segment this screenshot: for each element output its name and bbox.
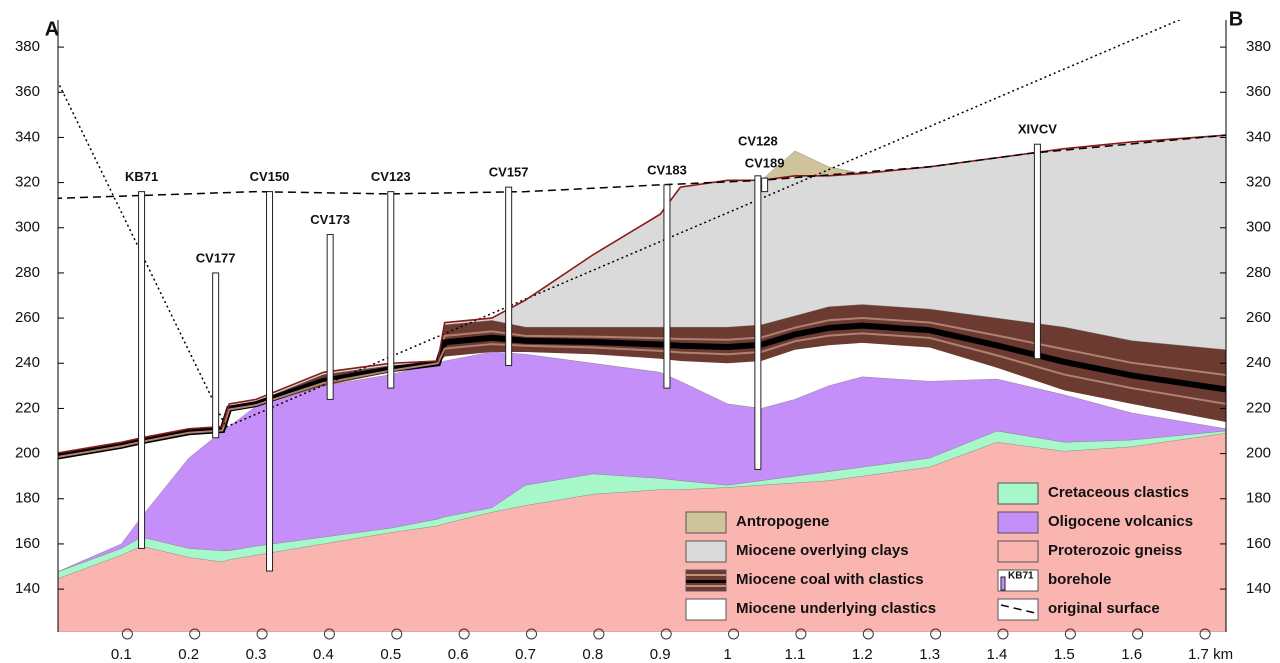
borehole-label: KB71 (125, 169, 158, 184)
legend-borehole (1001, 577, 1005, 590)
legend-label: Miocene underlying clastics (736, 600, 936, 617)
legend-swatch-band (686, 585, 726, 587)
x-tick-label: 1.6 (1121, 646, 1142, 663)
x-tick-label: 1.2 (852, 646, 873, 663)
y-tick-label: 300 (1246, 219, 1271, 236)
x-tick-label: 0.8 (582, 646, 603, 663)
chart: A B 140 140 160 160 180 180 200 200 220 220 240 240… (0, 0, 1280, 663)
legend-label: Proterozoic gneiss (1048, 542, 1182, 559)
borehole (267, 192, 273, 571)
legend-label: Miocene overlying clays (736, 542, 909, 559)
legend-swatch (998, 483, 1038, 504)
borehole-label: CV177 (196, 250, 236, 265)
legend-borehole-name: KB71 (1008, 571, 1034, 582)
y-tick-label: 280 (15, 264, 40, 281)
section-end: B (1229, 8, 1243, 30)
y-tick-label: 220 (15, 399, 40, 416)
y-tick-label: 160 (1246, 535, 1271, 552)
x-tick-label: 0.4 (313, 646, 334, 663)
y-tick-label: 360 (1246, 83, 1271, 100)
legend-swatch-band (686, 580, 726, 583)
x-tick-label: 0.7 (515, 646, 536, 663)
y-tick-label: 260 (1246, 309, 1271, 326)
x-tick-label: 1.4 (987, 646, 1008, 663)
x-tick-label: 1.5 (1054, 646, 1075, 663)
section-start: A (45, 18, 59, 40)
y-tick-label: 320 (1246, 174, 1271, 191)
legend-label: borehole (1048, 571, 1111, 588)
legend-label: Cretaceous clastics (1048, 484, 1189, 501)
section-line (18, 0, 226, 427)
borehole-label: CV157 (489, 165, 529, 180)
y-tick-label: 220 (1246, 399, 1271, 416)
y-tick-label: 380 (15, 38, 40, 55)
x-tick-label: 1.3 (919, 646, 940, 663)
borehole-label: CV150 (250, 169, 290, 184)
y-tick-label: 360 (15, 83, 40, 100)
y-tick-label: 140 (15, 580, 40, 597)
borehole-label: CV128 (738, 133, 778, 148)
borehole (762, 178, 768, 192)
x-tick-label: 1.7 km (1188, 646, 1233, 663)
borehole (327, 235, 333, 400)
borehole-label: CV123 (371, 169, 411, 184)
borehole-label: CV183 (647, 162, 687, 177)
y-tick-label: 340 (1246, 128, 1271, 145)
legend-swatch (998, 541, 1038, 562)
y-tick-label: 260 (15, 309, 40, 326)
y-tick-label: 320 (15, 174, 40, 191)
y-tick-label: 380 (1246, 38, 1271, 55)
x-tick-label: 0.3 (246, 646, 267, 663)
borehole (388, 192, 394, 388)
x-tick-label: 0.1 (111, 646, 132, 663)
x-tick-label: 1.1 (784, 646, 805, 663)
y-tick-label: 180 (15, 490, 40, 507)
y-tick-label: 200 (1246, 445, 1271, 462)
legend-swatch-band (686, 574, 726, 576)
x-tick-label: 0.5 (380, 646, 401, 663)
legend-label: original surface (1048, 600, 1160, 617)
x-tick-label: 1 (723, 646, 731, 663)
y-tick-label: 340 (15, 128, 40, 145)
legend-label: Miocene coal with clastics (736, 571, 924, 588)
borehole (664, 185, 670, 388)
legend-swatch (998, 512, 1038, 533)
borehole (506, 187, 512, 365)
y-tick-label: 300 (15, 219, 40, 236)
legend-label: Oligocene volcanics (1048, 513, 1193, 530)
borehole (755, 176, 761, 470)
borehole-label: CV189 (745, 156, 785, 171)
y-tick-label: 240 (15, 354, 40, 371)
x-tick-label: 0.9 (650, 646, 671, 663)
legend-swatch (686, 512, 726, 533)
borehole (1034, 144, 1040, 359)
y-tick-label: 140 (1246, 580, 1271, 597)
x-tick-label: 0.6 (448, 646, 469, 663)
legend-swatch (686, 541, 726, 562)
legend-label: Antropogene (736, 513, 829, 530)
y-tick-label: 280 (1246, 264, 1271, 281)
y-tick-label: 200 (15, 445, 40, 462)
borehole-label: CV173 (310, 212, 350, 227)
y-tick-label: 160 (15, 535, 40, 552)
borehole-label: XIVCV (1018, 122, 1057, 137)
borehole (213, 273, 219, 438)
legend-swatch (686, 599, 726, 620)
borehole (139, 192, 145, 549)
y-tick-label: 240 (1246, 354, 1271, 371)
x-tick-label: 0.2 (178, 646, 199, 663)
y-tick-label: 180 (1246, 490, 1271, 507)
